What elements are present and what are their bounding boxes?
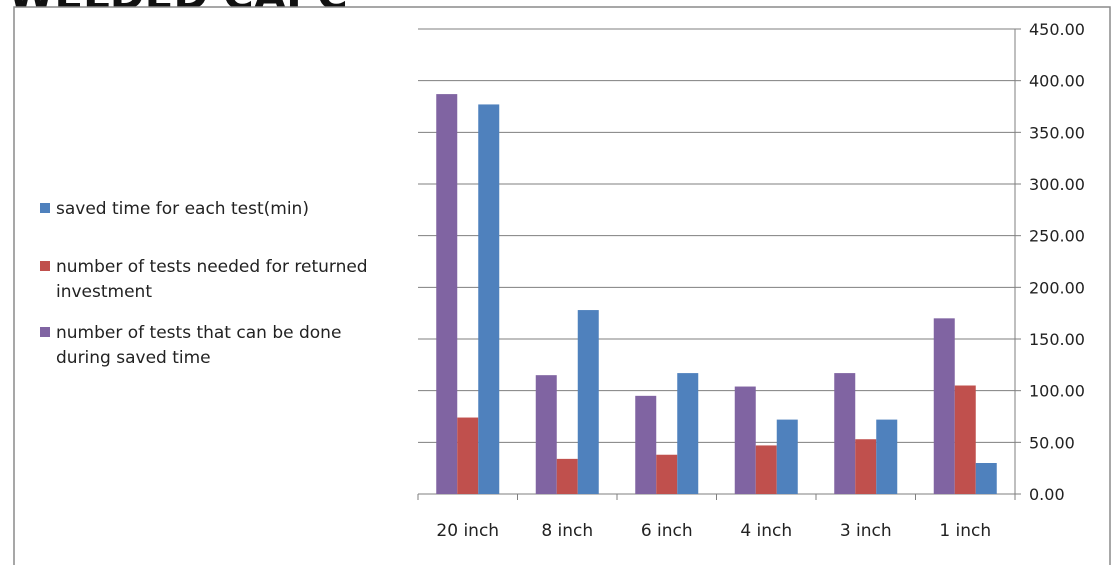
bar: [656, 454, 678, 494]
bar: [436, 94, 458, 494]
y-tick-label: 300.00: [1029, 175, 1085, 194]
x-tick-label: 8 inch: [541, 521, 593, 541]
bar: [457, 417, 479, 494]
bar: [834, 373, 856, 494]
legend-label: saved time for each test(min): [56, 199, 309, 219]
bar: [677, 373, 699, 494]
legend-label: during saved time: [56, 348, 211, 368]
x-axis-labels: 20 inch 8 inch 6 inch 4 inch 3 inch 1 inch: [417, 494, 1016, 541]
gridlines: [418, 28, 1015, 495]
bar: [556, 458, 578, 494]
bar: [975, 463, 997, 494]
legend-swatch: [40, 261, 50, 271]
bar: [577, 310, 599, 494]
bar: [734, 386, 756, 494]
y-tick-label: 100.00: [1029, 382, 1085, 401]
y-tick-label: 0.00: [1029, 485, 1065, 504]
bar: [933, 318, 955, 494]
bars-group: [436, 94, 997, 494]
legend-swatch: [40, 327, 50, 337]
bar: [776, 419, 798, 494]
y-tick-label: 350.00: [1029, 123, 1085, 142]
y-tick-label: 50.00: [1029, 433, 1075, 452]
legend-swatch: [40, 203, 50, 213]
bar: [876, 419, 898, 494]
bar: [755, 445, 777, 494]
bar: [954, 385, 976, 494]
bar: [855, 439, 877, 494]
legend: saved time for each test(min) number of t…: [40, 199, 368, 368]
y-tick-label: 250.00: [1029, 227, 1085, 246]
bar: [535, 375, 557, 494]
y-tick-label: 150.00: [1029, 330, 1085, 349]
y-axis: 0.00 50.00 100.00 150.00 200.00 250.00 300.00 3…: [1014, 20, 1085, 504]
y-tick-label: 200.00: [1029, 278, 1085, 297]
legend-label: investment: [56, 282, 152, 302]
x-tick-label: 6 inch: [641, 521, 693, 541]
y-tick-label: 450.00: [1029, 20, 1085, 39]
x-tick-label: 1 inch: [939, 521, 991, 541]
x-tick-label: 4 inch: [740, 521, 792, 541]
x-tick-label: 20 inch: [436, 521, 499, 541]
bar: [478, 104, 500, 494]
legend-label: number of tests that can be done: [56, 323, 341, 343]
legend-label: number of tests needed for returned: [56, 257, 368, 277]
bar: [635, 395, 657, 494]
y-tick-label: 400.00: [1029, 72, 1085, 91]
x-tick-label: 3 inch: [840, 521, 892, 541]
